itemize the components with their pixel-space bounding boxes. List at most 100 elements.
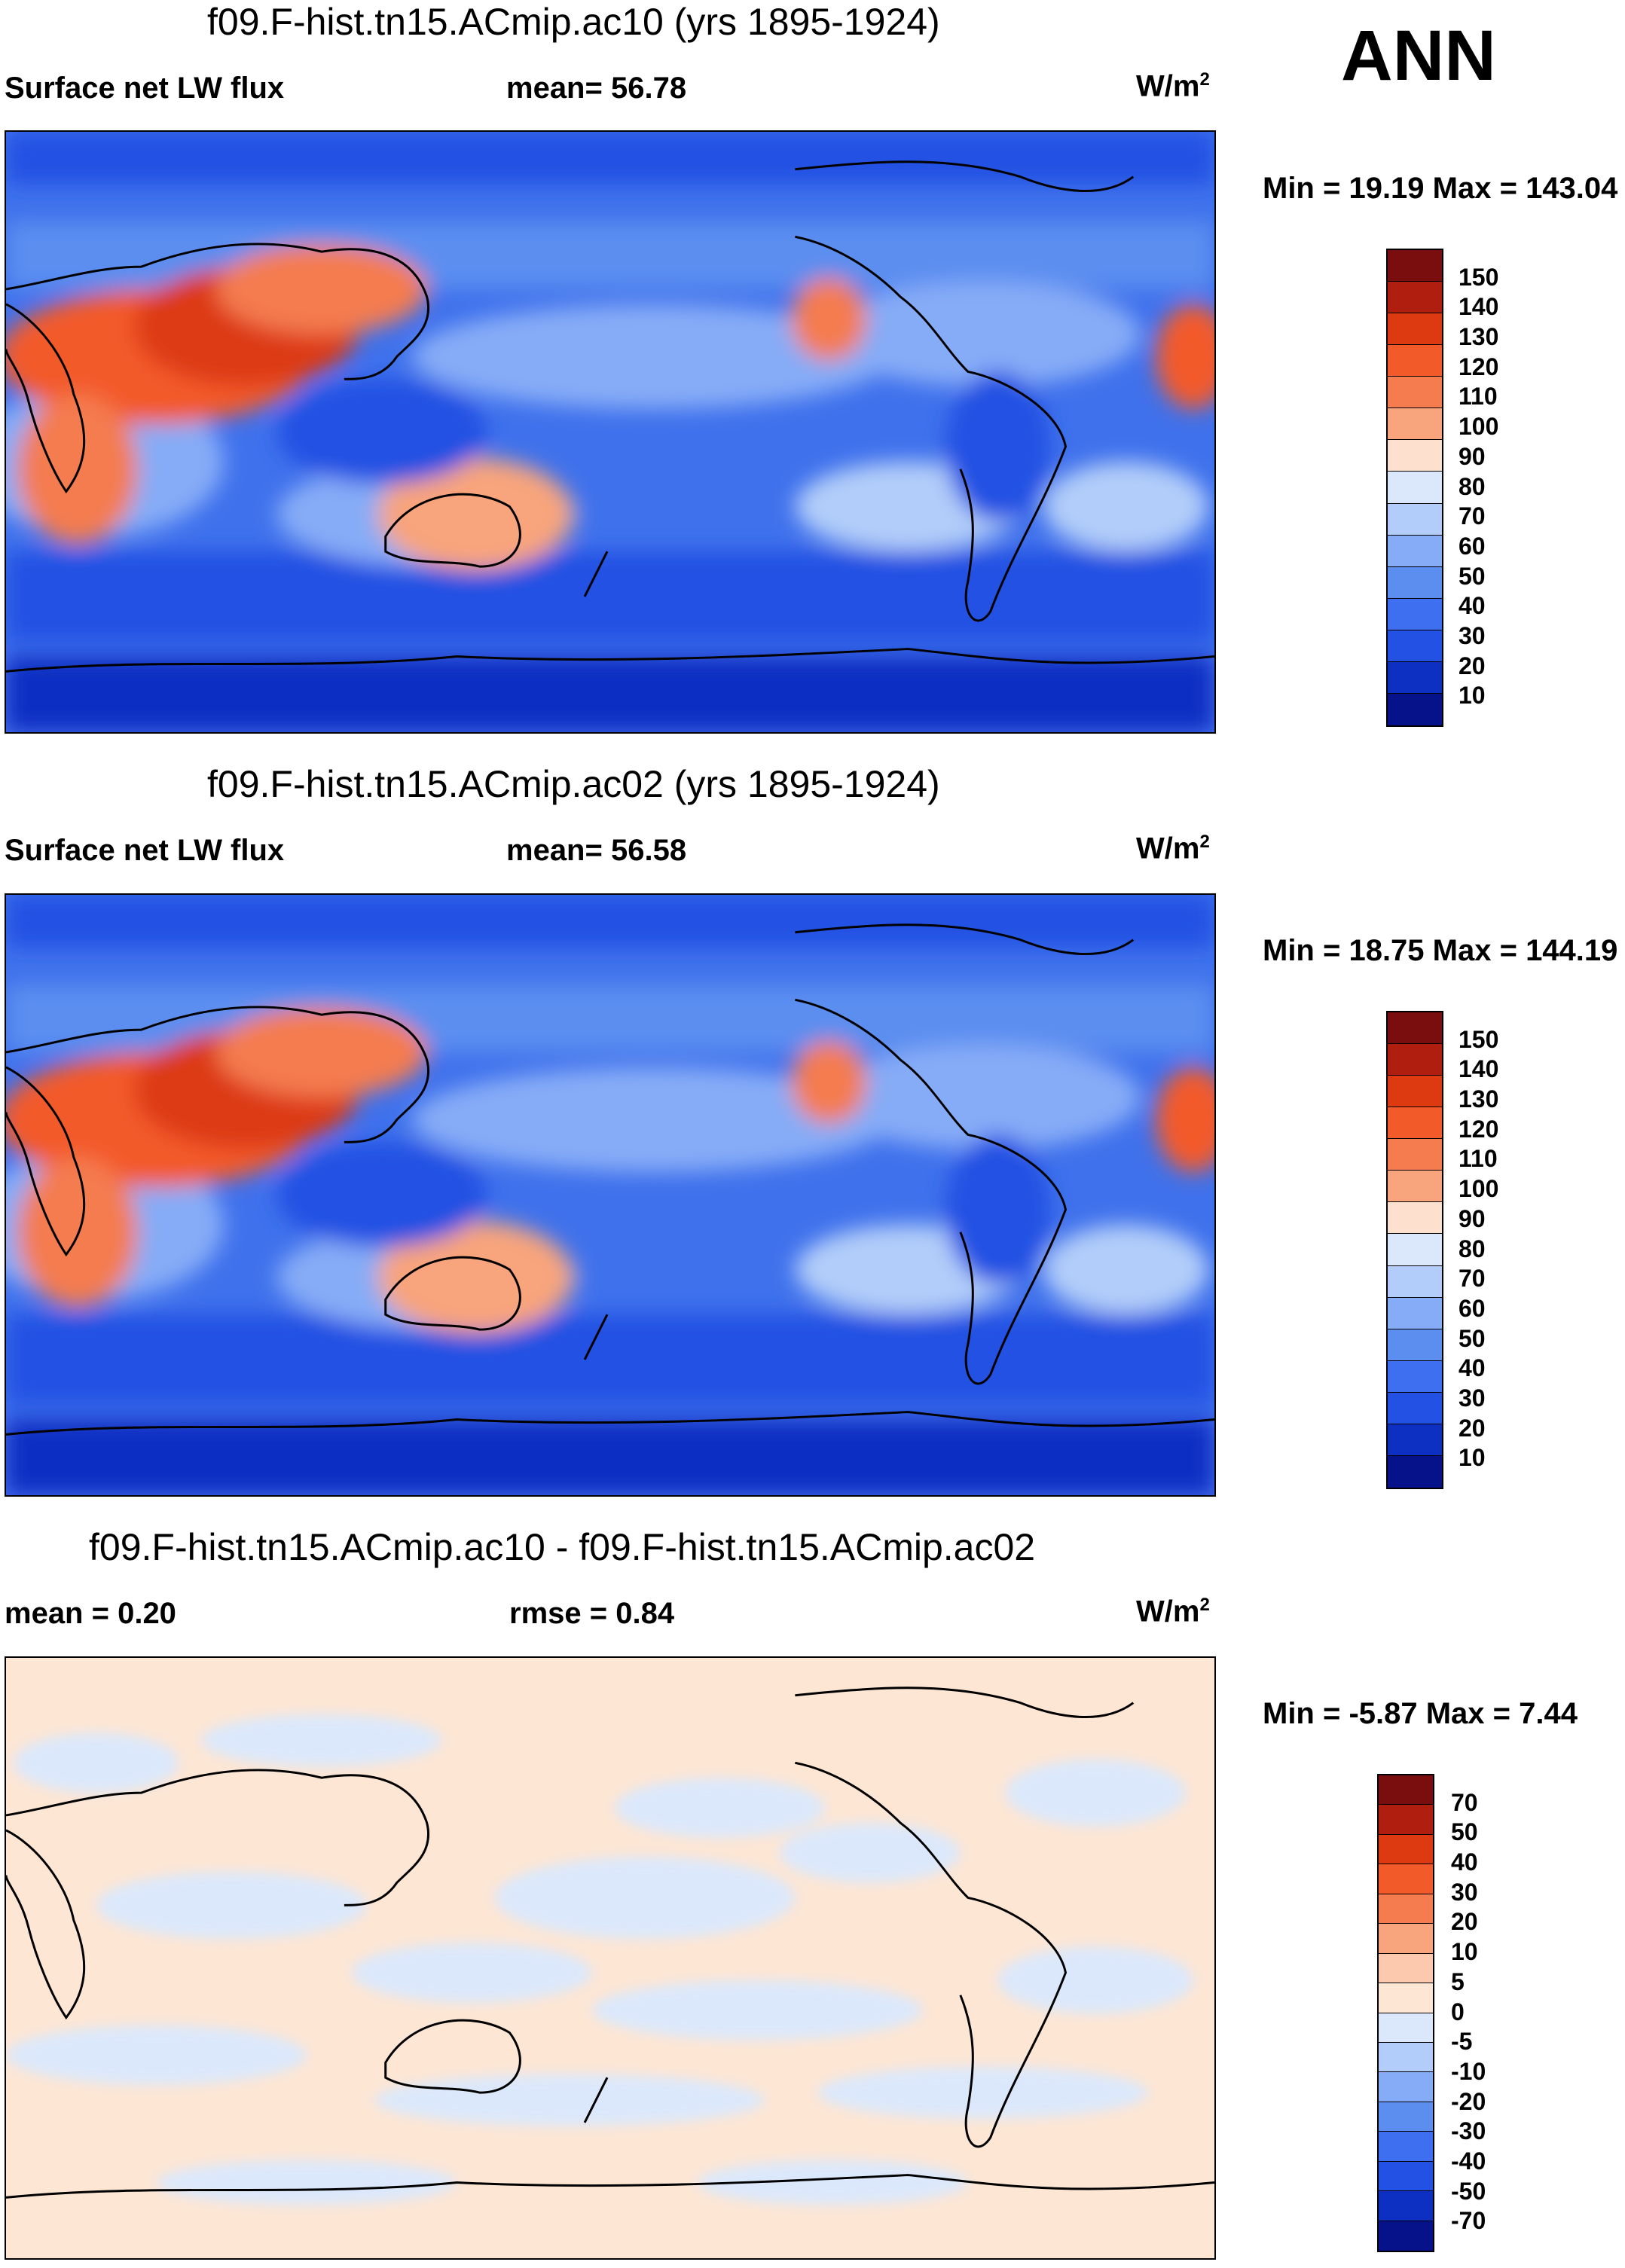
colorbar-cell	[1379, 2132, 1433, 2162]
coast-antarctica	[6, 648, 1214, 673]
panel3-units: W/m2	[1136, 1595, 1210, 1629]
colorbar-cell	[1388, 693, 1442, 725]
colorbar-cell	[1388, 1234, 1442, 1266]
coast-north-america	[795, 923, 1135, 956]
coast-australia	[384, 2019, 521, 2094]
colorbar-tick-label: 90	[1459, 1204, 1486, 1232]
colorbar-tick-label: 30	[1451, 1878, 1478, 1906]
panel1-variable: Surface net LW flux	[5, 72, 285, 105]
colorbar-tick-label: 100	[1459, 413, 1499, 441]
coast-africa	[6, 303, 86, 494]
colorbar-tick-label: 120	[1459, 353, 1499, 380]
maritime-continent	[276, 1142, 487, 1247]
diff-field	[6, 1658, 1214, 2258]
npac-subtropic	[411, 304, 893, 410]
colorbar-cell	[1379, 2161, 1433, 2192]
colorbar-tick-label: 60	[1459, 532, 1486, 560]
panel3-colorbar	[1377, 1774, 1434, 2252]
sw-usa	[791, 278, 867, 361]
atlantic-subtropic	[825, 282, 1141, 387]
colorbar-cell	[1388, 1171, 1442, 1203]
arctic-band	[6, 132, 1214, 185]
south-africa	[17, 1157, 138, 1308]
colorbar-cell	[1388, 598, 1442, 630]
panel1-title: f09.F-hist.tn15.ACmip.ac10 (yrs 1895-192…	[207, 1, 940, 43]
panel2-minmax: Min = 18.75 Max = 144.19	[1263, 934, 1618, 967]
west-sahara-edge	[1156, 304, 1214, 410]
panel2-colorbar	[1386, 1011, 1443, 1489]
colorbar-tick-label: 30	[1459, 1384, 1486, 1412]
colorbar-cell	[1388, 661, 1442, 694]
colorbar-cell	[1388, 440, 1442, 472]
coast-americas	[795, 235, 1068, 622]
colorbar-cell	[1379, 1775, 1433, 1806]
panel1-map	[5, 130, 1216, 734]
colorbar-tick-label: 40	[1459, 592, 1486, 620]
colorbar-tick-label: 30	[1459, 621, 1486, 649]
colorbar-tick-label: 80	[1459, 472, 1486, 500]
panel3-minmax: Min = -5.87 Max = 7.44	[1263, 1697, 1578, 1730]
colorbar-tick-label: 70	[1459, 1265, 1486, 1293]
colorbar-tick-label: 100	[1459, 1175, 1499, 1203]
colorbar-tick-label: -50	[1451, 2177, 1486, 2205]
colorbar-tick-label: 10	[1459, 682, 1486, 710]
colorbar-cell	[1379, 2191, 1433, 2221]
colorbar-cell	[1388, 1076, 1442, 1108]
coast-new-zealand	[583, 1314, 609, 1360]
colorbar-cell	[1388, 282, 1442, 314]
south-africa	[17, 394, 138, 545]
central-asia	[216, 1007, 427, 1097]
colorbar-cell	[1388, 1455, 1442, 1488]
colorbar-tick-label: 10	[1459, 1444, 1486, 1472]
panel2-map	[5, 893, 1216, 1497]
panel3-mean: mean = 0.20	[5, 1597, 176, 1630]
colorbar-tick-label: 10	[1451, 1938, 1478, 1966]
colorbar-cell	[1379, 1805, 1433, 1835]
colorbar-tick-label: 50	[1459, 562, 1486, 590]
coast-antarctica	[6, 2174, 1214, 2199]
npac-subtropic	[411, 1067, 893, 1173]
colorbar-tick-label: 50	[1451, 1818, 1478, 1846]
colorbar-cell	[1379, 2102, 1433, 2132]
colorbar-tick-label: 40	[1459, 1354, 1486, 1382]
coast-eurasia	[6, 1769, 429, 1906]
colorbar-tick-label: 20	[1459, 652, 1486, 679]
atlantic-subtropic	[825, 1045, 1141, 1150]
colorbar-tick-label: 110	[1459, 383, 1498, 411]
colorbar-tick-label: -70	[1451, 2207, 1486, 2235]
colorbar-tick-label: 90	[1459, 442, 1486, 470]
coast-africa	[6, 1066, 86, 1257]
coast-new-zealand	[583, 2077, 609, 2123]
colorbar-cell	[1388, 535, 1442, 567]
colorbar-cell	[1388, 1012, 1442, 1045]
colorbar-cell	[1388, 1329, 1442, 1361]
panel2-variable: Surface net LW flux	[5, 834, 285, 867]
colorbar-tick-label: 70	[1459, 502, 1486, 530]
colorbar-tick-label: 5	[1451, 1967, 1465, 1995]
colorbar-cell	[1379, 2221, 1433, 2251]
negative-patches	[6, 1714, 1194, 2205]
colorbar-cell	[1388, 345, 1442, 377]
colorbar-tick-label: 110	[1459, 1145, 1498, 1173]
colorbar-cell	[1379, 1894, 1433, 1925]
arctic-band	[6, 895, 1214, 948]
coast-eurasia	[6, 243, 429, 380]
colorbar-cell	[1388, 377, 1442, 409]
colorbar-cell	[1388, 250, 1442, 282]
colorbar-cell	[1388, 1265, 1442, 1298]
australia	[377, 457, 574, 571]
colorbar-cell	[1379, 2013, 1433, 2043]
panel3-map-svg	[6, 1658, 1214, 2258]
coastlines	[6, 160, 1214, 673]
colorbar-tick-label: 20	[1459, 1414, 1486, 1442]
antarctic-band	[6, 656, 1214, 732]
coast-antarctica	[6, 1411, 1214, 1436]
panel1-colorbar	[1386, 249, 1443, 727]
maritime-continent	[276, 379, 487, 484]
panel3-title: f09.F-hist.tn15.ACmip.ac10 - f09.F-hist.…	[89, 1526, 1036, 1568]
season-label: ANN	[1341, 16, 1496, 96]
coast-australia	[384, 1256, 521, 1331]
colorbar-tick-label: 50	[1459, 1324, 1486, 1352]
coast-americas	[795, 998, 1068, 1385]
colorbar-tick-label: 140	[1459, 1055, 1499, 1083]
